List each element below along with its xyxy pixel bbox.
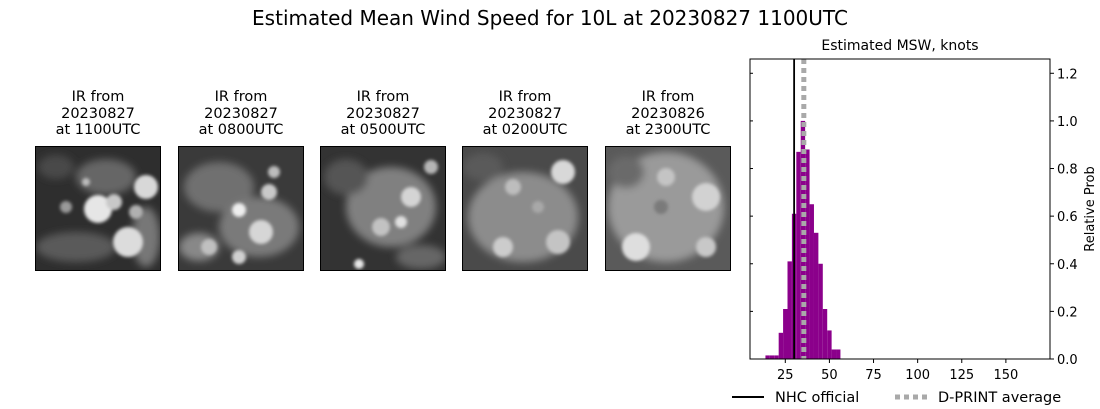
ir-panel-title: IR from 20230827 at 0500UTC [320,89,446,141]
histogram-bar [827,330,832,359]
y-tick-label: 0.8 [1057,163,1078,178]
ir-panel-5: IR from 20230826 at 2300UTC [605,89,731,271]
histogram-bar [831,349,837,359]
ir-panel-title-line3: at 0500UTC [340,122,426,138]
histogram-bar [805,149,810,359]
ir-panel-title-line1: IR from [214,89,268,105]
histogram-bar [836,349,841,359]
ir-panel-title: IR from 20230827 at 0200UTC [462,89,588,141]
ir-panel-title-line1: IR from [498,89,552,105]
ir-panel-3: IR from 20230827 at 0500UTC [320,89,446,271]
histogram-bar [769,355,775,359]
x-tick-label: 25 [777,368,794,383]
y-tick-label: 0.6 [1057,210,1078,225]
ir-panel-4: IR from 20230827 at 0200UTC [462,89,588,271]
histogram-bar [765,355,770,359]
ir-panel-title-line3: at 1100UTC [55,122,141,138]
ir-satellite-image [178,146,304,271]
reference-lines [793,59,807,359]
x-tick-label: 150 [993,368,1018,383]
ir-panel-title-line2: 20230827 [488,105,562,122]
y-tick-label: 1.0 [1057,115,1078,130]
legend: NHC official D-PRINT average [732,390,1061,406]
x-tick-label: 100 [905,368,930,383]
ir-panel-title-line1: IR from [71,89,125,105]
histogram-bar [783,309,788,359]
y-axis-ticks: 0.0 0.2 0.4 0.6 0.8 1.0 1.2 [750,67,1078,368]
legend-label-nhc-official: NHC official [775,390,859,406]
histogram-bar [774,355,779,359]
x-tick-label: 125 [949,368,974,383]
ir-panel-title-line3: at 2300UTC [625,122,711,138]
ir-satellite-image [320,146,446,271]
ir-panel-title: IR from 20230827 at 0800UTC [178,89,304,141]
histogram-bar [809,204,814,359]
ir-panel-title-line1: IR from [641,89,695,105]
ir-panel-title-line2: 20230827 [204,105,278,122]
histogram-bar [796,151,801,359]
ir-panel-2: IR from 20230827 at 0800UTC [178,89,304,271]
legend-label-dprint-average: D-PRINT average [938,390,1061,406]
y-tick-label: 0.2 [1057,305,1078,320]
ir-panel-title-line2: 20230826 [631,105,705,122]
histogram-bar [818,263,823,359]
y-tick-label: 0.4 [1057,258,1078,273]
ir-satellite-image [35,146,161,271]
x-tick-label: 75 [865,368,882,383]
ir-satellite-image [605,146,731,271]
ir-panel-1: IR from 20230827 at 1100UTC [35,89,161,271]
histogram-bar [778,332,784,359]
y-tick-label: 0.0 [1057,353,1078,368]
plot-frame [749,58,1051,360]
chart-title: Estimated MSW, knots [821,38,978,54]
y-tick-label: 1.2 [1057,67,1078,82]
histogram-bar [813,232,819,359]
histogram-bar [787,261,792,359]
ir-panel-title-line1: IR from [356,89,410,105]
x-axis-ticks: 25 50 75 100 125 150 [777,359,1018,383]
ir-panel-title-line2: 20230827 [61,105,135,122]
ir-panel-title-line3: at 0800UTC [198,122,284,138]
figure-title: Estimated Mean Wind Speed for 10L at 202… [252,6,848,30]
ir-satellite-image [462,146,588,271]
ir-panel-title: IR from 20230826 at 2300UTC [605,89,731,141]
y-axis-label: Relative Prob [1083,166,1098,251]
ir-panel-title-line3: at 0200UTC [482,122,568,138]
ir-panel-title-line2: 20230827 [346,105,420,122]
histogram-bar [822,309,828,359]
ir-panel-title: IR from 20230827 at 1100UTC [35,89,161,141]
x-tick-label: 50 [821,368,838,383]
